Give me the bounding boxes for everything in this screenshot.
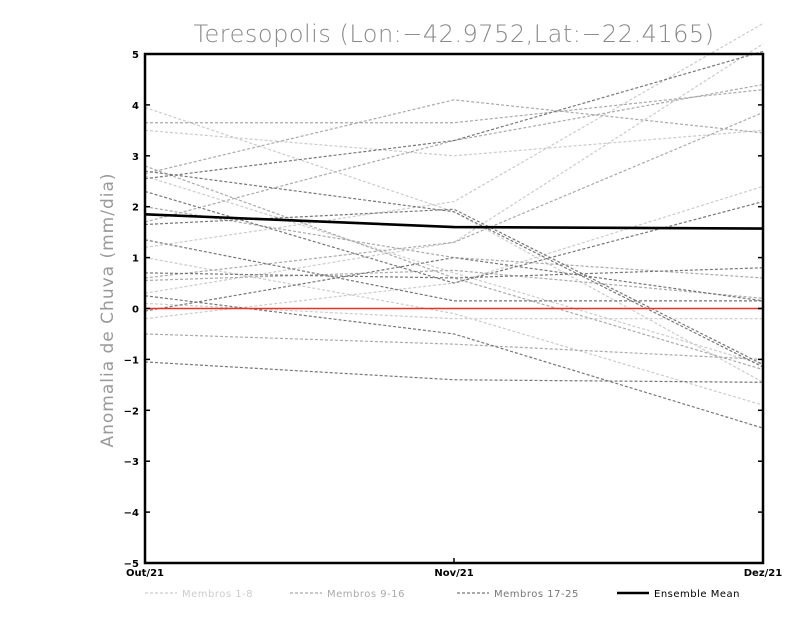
member-line-13: [144, 333, 764, 360]
member-line-1: [144, 106, 764, 383]
member-line-10: [144, 99, 764, 175]
y-tick-label: 1: [132, 254, 139, 265]
legend-label-1: Membros 1-8: [182, 589, 253, 600]
member-line-15: [144, 165, 764, 371]
y-tick-label: −1: [124, 355, 139, 366]
y-axis-ticks: 5 4 3 2 1 0 −1 −2 −3 −4 −5: [124, 50, 763, 570]
x-axis-ticks: Out/21 Nov/21 Dez/21: [126, 558, 782, 579]
member-line-5: [144, 185, 764, 320]
member-line-17: [144, 170, 764, 368]
y-tick-label: −5: [124, 559, 139, 570]
member-line-18: [144, 50, 764, 180]
member-series-group: [144, 22, 764, 429]
member-line-23: [144, 208, 764, 366]
member-line-7: [144, 175, 764, 366]
y-tick-label: 2: [132, 203, 139, 214]
y-tick-label: 4: [132, 101, 139, 112]
member-line-25: [144, 256, 764, 312]
member-line-14: [144, 269, 764, 299]
x-tick-label: Out/21: [126, 568, 164, 579]
member-line-2: [144, 129, 764, 157]
member-line-20: [144, 361, 764, 383]
x-tick-label: Dez/21: [744, 568, 783, 579]
y-tick-label: −4: [124, 508, 139, 519]
x-tick-label: Nov/21: [434, 568, 473, 579]
legend-label-2: Membros 9-16: [327, 589, 405, 600]
member-line-12: [144, 111, 764, 279]
member-line-3: [144, 22, 764, 249]
member-line-21: [144, 267, 764, 279]
ensemble-mean-line: [144, 213, 764, 230]
y-tick-label: −2: [124, 406, 139, 417]
member-line-4: [144, 43, 764, 294]
chart-title: Teresopolis (Lon:−42.9752,Lat:−22.4165): [193, 20, 714, 48]
member-line-6: [144, 257, 764, 406]
y-tick-label: 5: [132, 50, 139, 61]
member-line-16: [144, 83, 764, 223]
member-line-8: [144, 302, 763, 320]
plot-area: [143, 22, 765, 565]
y-tick-label: 0: [132, 305, 139, 316]
y-axis-label: Anomalia de Chuva (mm/dia): [98, 172, 118, 447]
y-tick-label: −3: [124, 457, 139, 468]
legend-label-4: Ensemble Mean: [654, 589, 740, 600]
legend: Membros 1-8 Membros 9-16 Membros 17-25 Ense…: [145, 589, 740, 600]
legend-label-3: Membros 17-25: [494, 589, 579, 600]
member-line-9: [145, 89, 764, 124]
y-tick-label: 3: [132, 152, 139, 163]
member-line-19: [144, 239, 763, 302]
member-line-22: [144, 295, 764, 429]
